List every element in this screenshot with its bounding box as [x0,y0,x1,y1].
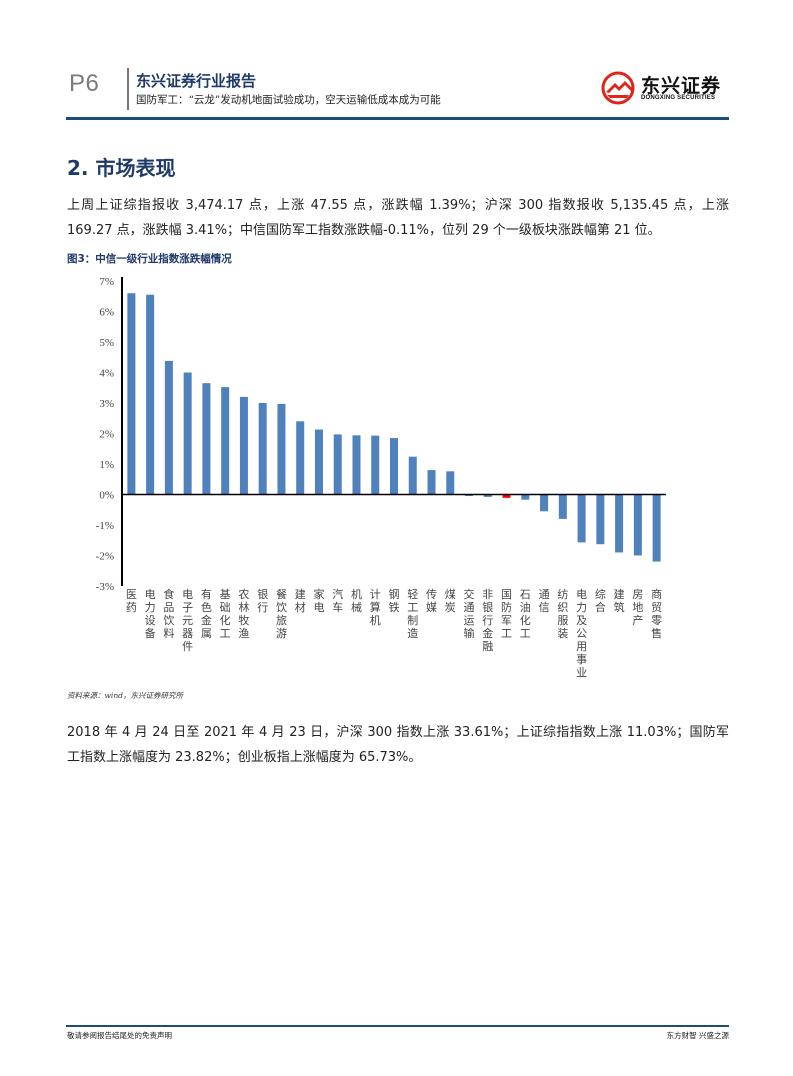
bar [164,360,173,495]
bar [314,429,323,495]
bar [127,293,136,495]
x-category-label: 通信 [539,588,550,614]
x-category-label: 交通运输 [464,587,475,640]
bar [558,494,567,519]
bar [333,434,342,495]
figure-source: 资料来源：wind，东兴证券研究所 [67,691,183,700]
x-category-label: 建材 [295,587,306,614]
x-category-label: 电子元器件 [182,588,193,653]
bar [483,494,492,497]
x-category-label: 非银行金融 [482,588,493,653]
x-category-label: 石油化工 [520,588,531,640]
bar [596,494,605,545]
x-category-label: 计算机 [370,588,381,627]
bar [615,494,624,553]
x-category-label: 综合 [595,587,606,614]
y-tick-label: 1% [99,459,114,471]
footer-disclaimer: 敬请参阅报告结尾处的免责声明 [67,1031,172,1040]
bar [390,438,398,495]
bar [502,494,511,498]
y-tick-label: 7% [99,276,114,288]
bar [465,494,474,497]
y-tick-label: -1% [96,520,114,532]
x-category-label: 房地产 [632,588,643,627]
bar [146,294,155,495]
header-rule [66,117,729,120]
logo-text-en: DONGXING SECURITIES [641,95,716,101]
y-tick-label: 5% [99,337,114,349]
bar [540,494,549,512]
x-category-label: 食品饮料 [163,587,174,640]
y-tick-label: -2% [96,551,114,563]
y-tick-label: 2% [99,429,114,441]
bar [239,396,248,495]
report-brand-title: 东兴证券行业报告 [136,72,257,90]
x-category-label: 轻工制造 [407,587,418,640]
chart-svg: 7% 6% 5% 4% 3% 2% 1% 0% -1% -2% -3% 医药电力设备食品饮料电子元器件… [96,276,666,679]
bar [296,421,305,495]
logo-text-cn: 东兴证券 [641,75,722,97]
x-category-label: 有色金属 [201,587,212,640]
x-category-label: 家电 [313,587,324,614]
y-tick-label: 0% [99,490,114,502]
page-header: P6 东兴证券行业报告 国防军工：“云龙”发动机地面试验成功，空天运输低成本成为… [0,0,793,125]
figure-title: 图3：中信一级行业指数涨跌幅情况 [67,253,232,265]
bar [577,494,586,543]
y-tick-label: 3% [99,398,114,410]
header-divider [127,68,129,110]
x-category-label: 煤炭 [445,588,456,614]
footer-rule [66,1025,729,1027]
footer-slogan: 东方财智 兴盛之源 [666,1031,729,1040]
x-category-label: 钢铁 [389,588,400,614]
bar [202,383,211,495]
y-tick-label: 4% [99,368,114,380]
x-category-label: 医药 [126,588,137,614]
bar [633,494,642,556]
bar [652,494,661,562]
report-subtitle: 国防军工：“云龙”发动机地面试验成功，空天运输低成本成为可能 [136,94,441,106]
x-category-label: 汽车 [332,587,343,614]
bar [258,403,267,495]
long-term-performance-paragraph: 2018 年 4 月 24 日至 2021 年 4 月 23 日，沪深 300 … [67,725,729,765]
market-summary-paragraph: 上周上证综指报收 3,474.17 点，上涨 47.55 点，涨跌幅 1.39%… [67,198,729,238]
page-number: P6 [69,70,100,97]
x-category-label: 纺织服装 [557,587,568,640]
x-category-label: 商贸零售 [651,587,662,640]
bar [446,471,455,495]
dongxing-logo-icon [601,71,635,105]
x-category-label: 电力设备 [145,588,156,640]
section-title: 2. 市场表现 [67,156,176,180]
bar [427,470,436,495]
x-category-label: 餐饮旅游 [276,587,287,640]
y-tick-label: 6% [99,307,114,319]
x-category-label: 银行 [257,587,268,614]
bar [408,456,417,495]
industry-return-bar-chart: 7% 6% 5% 4% 3% 2% 1% 0% -1% -2% -3% 医药 电力设备 食品饮料 电子元器件… [67,270,687,690]
x-category-label: 传媒 [426,588,437,614]
x-category-label: 农林牧渔 [238,587,249,640]
x-category-label: 基础化工 [220,588,231,640]
x-category-label: 国防军工 [501,588,512,640]
x-category-label: 机械 [351,587,362,614]
bar [221,387,230,495]
x-category-label: 电力及公用事业 [576,588,587,679]
bar [352,435,361,495]
x-category-label: 建筑 [614,587,625,614]
bar [371,435,380,495]
y-tick-label: -3% [96,581,114,593]
bar [277,403,286,495]
bar [183,372,192,495]
bar [521,494,530,500]
company-logo: 东兴证券 DONGXING SECURITIES [601,71,731,105]
